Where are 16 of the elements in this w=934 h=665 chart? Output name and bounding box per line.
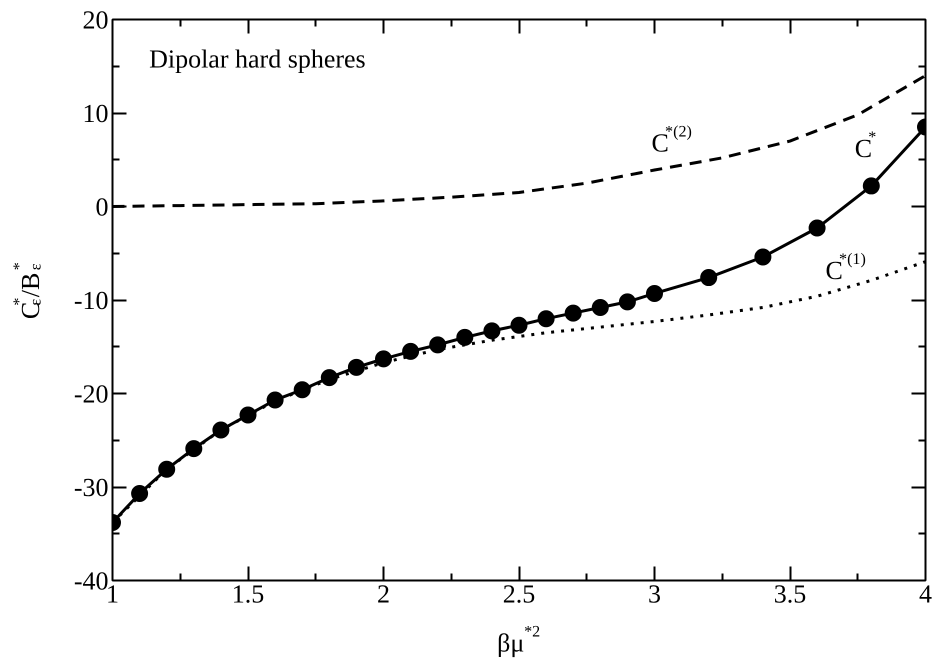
annotation: C* [854, 129, 876, 164]
y-tick-label: -40 [74, 566, 109, 596]
x-tick-label: 2.5 [502, 580, 536, 608]
x-tick-label: 3 [648, 580, 661, 608]
x-tick-label: 1.5 [232, 580, 264, 608]
y-tick-label: -30 [74, 473, 109, 502]
y-tick-label: 0 [96, 192, 108, 222]
x-tick-label: 1 [106, 580, 119, 608]
x-tick-label: 2 [377, 580, 390, 608]
y-tick-label: -20 [74, 380, 109, 408]
x-tick-label: 4 [919, 580, 932, 608]
y-tick-label: -10 [74, 286, 109, 315]
y-tick-label: 10 [82, 99, 108, 128]
text: Dipolar hard spheres [149, 44, 366, 74]
y-tick-label: 20 [82, 6, 108, 34]
x-tick-label: 3.5 [774, 580, 806, 608]
